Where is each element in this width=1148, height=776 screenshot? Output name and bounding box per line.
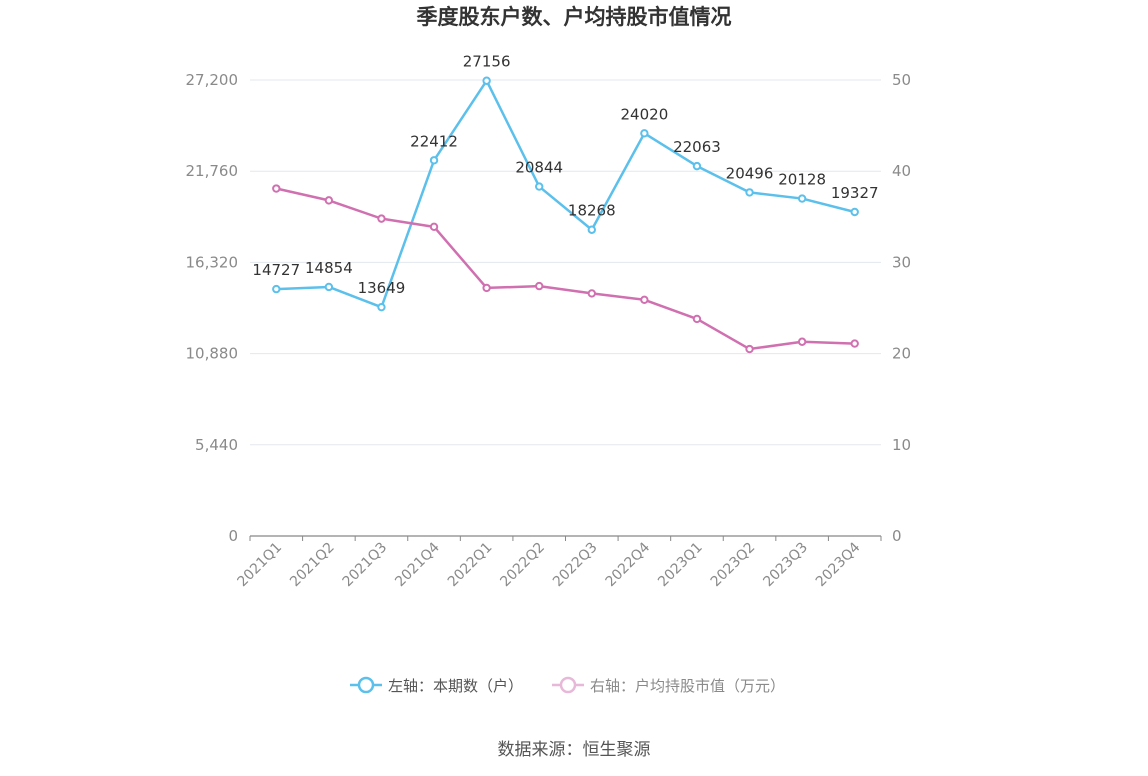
- chart-title: 季度股东户数、户均持股市值情况: [417, 5, 732, 29]
- data-label: 18268: [568, 202, 616, 220]
- data-point[interactable]: [797, 194, 807, 203]
- data-point[interactable]: [692, 314, 702, 324]
- legend[interactable]: 左轴：本期数（户） 右轴：户均持股市值（万元）: [350, 676, 785, 695]
- left-axis: 0 5,440 10,880 16,320 21,760 27,200: [186, 71, 239, 545]
- data-point[interactable]: [324, 196, 334, 205]
- left-tick-label: 10,880: [186, 345, 239, 363]
- x-tick-label: 2022Q2: [497, 540, 548, 591]
- left-tick-label: 16,320: [186, 253, 239, 271]
- data-point[interactable]: [587, 225, 596, 234]
- data-label: 22412: [410, 132, 458, 150]
- right-tick-label: 20: [892, 345, 911, 363]
- right-tick-label: 10: [892, 436, 911, 454]
- data-label: 20844: [515, 159, 563, 177]
- data-label: 13649: [358, 279, 406, 297]
- series-line: [276, 187, 855, 351]
- data-point[interactable]: [429, 156, 439, 165]
- grid: [250, 79, 881, 446]
- series-line: [276, 79, 856, 309]
- x-tick-label: 2022Q4: [603, 539, 654, 590]
- legend-label: 左轴：本期数（户）: [388, 677, 523, 695]
- legend-label: 右轴：户均持股市值（万元）: [590, 677, 785, 695]
- data-point[interactable]: [324, 282, 334, 292]
- right-tick-label: 30: [892, 253, 911, 271]
- data-point[interactable]: [272, 184, 281, 193]
- data-point[interactable]: [640, 129, 649, 138]
- x-tick-label: 2023Q3: [760, 540, 811, 591]
- legend-swatch-marker: [559, 676, 577, 694]
- legend-item-2[interactable]: 右轴：户均持股市值（万元）: [552, 676, 785, 695]
- right-tick-label: 0: [892, 527, 902, 545]
- legend-swatch-marker: [357, 676, 375, 694]
- data-point[interactable]: [745, 344, 754, 354]
- x-axis: 2021Q1 2021Q2 2021Q3 2021Q4 2022Q1 2022Q2 2022…: [235, 535, 882, 591]
- x-tick-label: 2021Q3: [340, 540, 391, 591]
- right-axis: 0 10 20 30 40 50: [892, 71, 911, 545]
- series-2: [272, 184, 859, 354]
- data-point[interactable]: [377, 214, 386, 223]
- data-point[interactable]: [429, 222, 439, 232]
- x-tick-label: 2022Q3: [550, 540, 601, 591]
- series-layer: 14727 14854 13649 22412 27156 20844 18268 24020…: [252, 53, 879, 354]
- data-point[interactable]: [640, 295, 649, 304]
- data-point[interactable]: [482, 76, 491, 85]
- data-label: 24020: [621, 105, 669, 123]
- x-tick-label: 2021Q2: [287, 540, 338, 591]
- data-point[interactable]: [482, 283, 491, 293]
- left-tick-label: 21,760: [186, 162, 239, 180]
- source-note: 数据来源：恒生聚源: [498, 740, 651, 760]
- data-point[interactable]: [745, 188, 754, 197]
- data-point[interactable]: [535, 182, 544, 191]
- data-label: 22063: [673, 138, 721, 156]
- x-tick-label: 2022Q1: [445, 540, 496, 591]
- x-tick-label: 2023Q4: [813, 539, 864, 590]
- right-tick-label: 50: [892, 71, 911, 89]
- data-point[interactable]: [850, 339, 859, 348]
- x-tick-label: 2023Q1: [655, 540, 706, 591]
- left-tick-label: 27,200: [186, 71, 239, 89]
- legend-item-1[interactable]: 左轴：本期数（户）: [350, 676, 523, 695]
- data-point[interactable]: [272, 284, 281, 294]
- data-label: 19327: [831, 184, 879, 202]
- data-label: 14854: [305, 259, 353, 277]
- data-point[interactable]: [535, 281, 544, 291]
- data-point[interactable]: [377, 302, 386, 312]
- data-point[interactable]: [850, 207, 859, 217]
- data-label: 14727: [252, 261, 300, 279]
- data-point[interactable]: [587, 289, 596, 298]
- x-tick-label: 2021Q1: [235, 540, 286, 591]
- data-point[interactable]: [692, 161, 702, 171]
- series-1: 14727 14854 13649 22412 27156 20844 18268 24020…: [252, 53, 879, 312]
- data-label: 20496: [726, 164, 774, 182]
- right-tick-label: 40: [892, 162, 911, 180]
- data-point[interactable]: [797, 337, 807, 346]
- x-tick-label: 2023Q2: [708, 540, 759, 591]
- data-label: 27156: [463, 53, 511, 71]
- x-tick-label: 2021Q4: [392, 539, 443, 590]
- left-tick-label: 0: [228, 527, 238, 545]
- data-label: 20128: [778, 171, 826, 189]
- left-tick-label: 5,440: [195, 436, 238, 454]
